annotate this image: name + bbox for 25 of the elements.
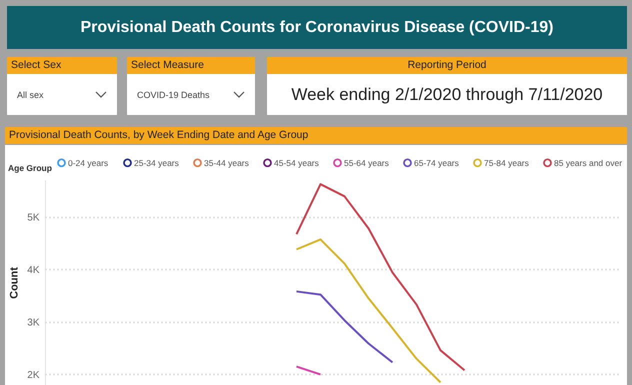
y-tick-label: 5K <box>27 212 40 224</box>
text: Week ending 2/1/2020 through 7/11/2020 <box>291 84 603 104</box>
chart-subtitle: Provisional Death Counts, by Week Ending Date and Age Group <box>5 127 627 144</box>
text: Select Sex <box>7 57 117 74</box>
y-tick-label: 4K <box>27 264 40 276</box>
text: Reporting Period <box>267 57 627 74</box>
y-tick-label: 3K <box>27 317 40 328</box>
y-tick-label: 2K <box>27 370 40 381</box>
legend-label: 0-24 years <box>68 158 108 168</box>
legend-label: 65-74 years <box>414 158 459 168</box>
legend-label: 35-44 years <box>204 158 249 168</box>
text: COVID-19 Deaths <box>137 90 210 100</box>
line-series <box>296 183 466 372</box>
text: All sex <box>17 90 44 100</box>
legend-label: 85 years and over <box>554 158 622 168</box>
legend-label: 45-54 years <box>274 158 319 168</box>
legend-label: 25-34 years <box>134 158 179 168</box>
legend-label: 55-64 years <box>344 158 389 168</box>
legend-title: Age Group <box>8 163 52 173</box>
text: Select Measure <box>127 57 255 74</box>
chart-title: Provisional Death Counts for Coronavirus Disease (COVID-19) <box>7 6 627 49</box>
legend-label: 75-84 years <box>484 158 529 168</box>
line-series <box>296 290 394 364</box>
line-series <box>296 238 442 384</box>
y-axis-title: Count <box>8 266 20 299</box>
